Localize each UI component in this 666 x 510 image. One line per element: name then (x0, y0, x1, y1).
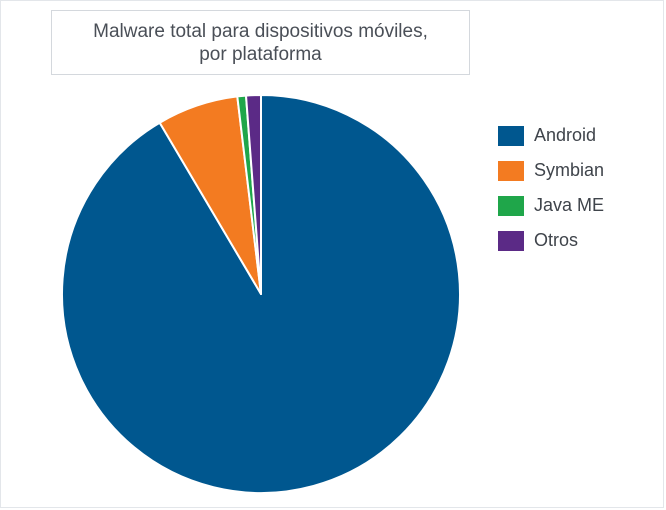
chart-title-line-1: Malware total para dispositivos móviles, (93, 20, 428, 42)
legend-swatch-java-me (498, 195, 524, 216)
legend-swatch-android (498, 125, 524, 146)
legend-item-otros: Otros (498, 223, 604, 258)
legend-label-symbian: Symbian (534, 160, 605, 180)
legend-item-symbian: Symbian (498, 153, 604, 188)
chart-legend: Android Symbian Java ME Otros (498, 118, 604, 258)
legend-label-java-me: Java ME (534, 195, 605, 215)
legend-item-java-me: Java ME (498, 188, 604, 223)
chart-title-line-2: por plataforma (199, 43, 322, 65)
legend-swatch-otros (498, 230, 524, 251)
legend-swatch-symbian (498, 160, 524, 181)
legend-label-android: Android (534, 125, 597, 145)
pie-slice-otros (245, 94, 262, 295)
legend-label-otros: Otros (534, 230, 579, 250)
legend-item-android: Android (498, 118, 604, 153)
chart-title: Malware total para dispositivos móviles,… (51, 10, 470, 75)
